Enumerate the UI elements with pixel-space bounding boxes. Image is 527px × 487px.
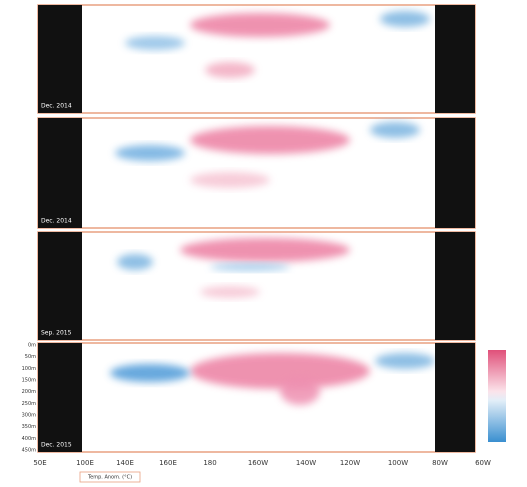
anomaly-region xyxy=(380,11,430,27)
y-tick-label: 0m xyxy=(28,343,36,349)
x-tick-label: 140E xyxy=(116,459,134,467)
y-tick-label: 200m xyxy=(22,389,37,395)
anomaly-region xyxy=(205,62,255,78)
land-west xyxy=(38,118,82,228)
anomaly-region xyxy=(190,353,370,389)
land-east xyxy=(435,118,475,228)
anomaly-region xyxy=(110,364,190,382)
x-tick-label: 60W xyxy=(475,459,491,467)
anomaly-region xyxy=(375,353,435,369)
anomaly-region xyxy=(190,126,350,154)
y-tick-label: 350m xyxy=(22,424,37,430)
x-tick-label: 160E xyxy=(159,459,177,467)
panel-label: Dec. 2014 xyxy=(41,103,72,110)
y-tick-label: 50m xyxy=(25,354,36,360)
y-tick-label: 400m xyxy=(22,436,37,442)
anomaly-region xyxy=(115,145,185,161)
colorbar xyxy=(488,350,506,442)
panel: Dec. 2015 xyxy=(37,342,476,453)
land-east xyxy=(435,343,475,452)
legend-label: Temp. Anom. (°C) xyxy=(87,475,132,481)
land-east xyxy=(435,5,475,113)
anomaly-region xyxy=(190,172,270,188)
x-tick-label: 50E xyxy=(33,459,46,467)
land-west xyxy=(38,343,82,452)
y-tick-label: 450m xyxy=(22,448,37,454)
panel-label: Sep. 2015 xyxy=(41,330,72,337)
anomaly-region xyxy=(190,13,330,37)
land-west xyxy=(38,5,82,113)
y-tick-label: 100m xyxy=(22,366,37,372)
y-tick-label: 300m xyxy=(22,413,37,419)
y-tick-label: 250m xyxy=(22,401,37,407)
anomaly-region xyxy=(180,238,350,262)
anomaly-region xyxy=(280,377,320,405)
anomaly-region xyxy=(117,254,153,270)
panel-label: Dec. 2015 xyxy=(41,442,72,449)
land-west xyxy=(38,232,82,340)
x-tick-label: 80W xyxy=(432,459,448,467)
x-tick-label: 120W xyxy=(340,459,360,467)
land-east xyxy=(435,232,475,340)
x-tick-label: 140W xyxy=(296,459,316,467)
x-tick-label: 160W xyxy=(248,459,268,467)
panel: Dec. 2014 xyxy=(37,117,476,229)
x-tick-label: 180 xyxy=(203,459,216,467)
panel-label: Dec. 2014 xyxy=(41,218,72,225)
anomaly-region xyxy=(370,122,420,138)
panel: Dec. 2014 xyxy=(37,4,476,114)
x-tick-label: 100E xyxy=(76,459,94,467)
anomaly-region xyxy=(200,286,260,298)
y-tick-label: 150m xyxy=(22,378,37,384)
panel: Sep. 2015 xyxy=(37,231,476,341)
legend-box xyxy=(79,471,141,483)
anomaly-region xyxy=(210,263,290,271)
x-tick-label: 100W xyxy=(388,459,408,467)
anomaly-region xyxy=(125,36,185,50)
